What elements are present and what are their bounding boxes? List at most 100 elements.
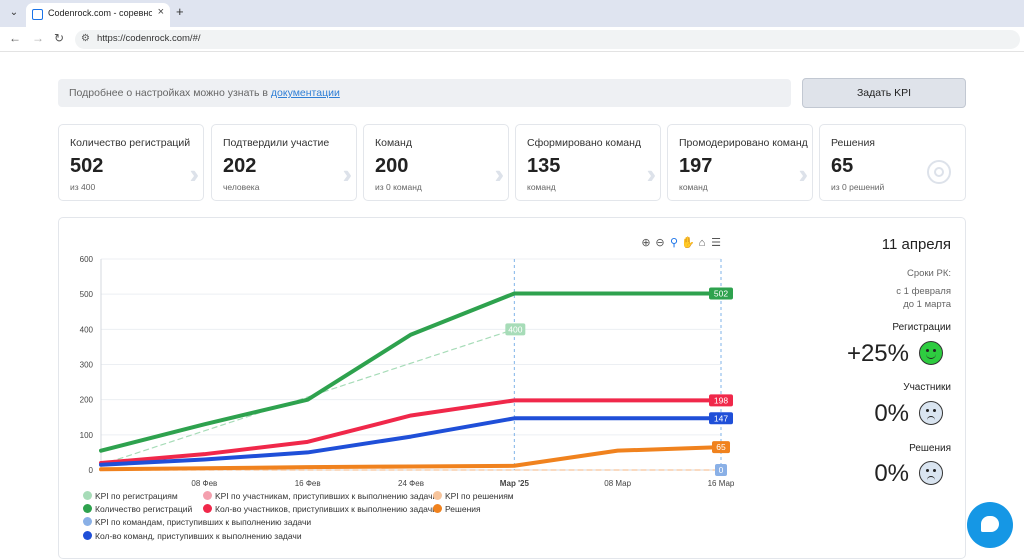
stat-card-teams: Команд 200 из 0 команд ››	[363, 124, 509, 201]
happy-face-icon	[919, 341, 943, 365]
y-tick-label: 600	[80, 255, 94, 264]
legend-item[interactable]: Количество регистраций	[83, 504, 192, 514]
home-icon[interactable]: ⌂	[698, 237, 706, 249]
legend-marker	[83, 517, 92, 526]
stat-card-formed-teams: Сформировано команд 135 команд ››	[515, 124, 661, 201]
legend-label: Количество регистраций	[95, 504, 193, 514]
y-tick-label: 300	[80, 361, 94, 370]
chat-bubble-icon[interactable]	[967, 502, 1013, 548]
card-value: 502	[70, 155, 104, 177]
site-info-icon[interactable]: ⚙	[81, 33, 90, 44]
chart-toolbar: ⊕ ⊖ ⚲ ✋ ⌂ ☰	[639, 236, 723, 249]
kpi-annotation-label: 400	[508, 324, 522, 334]
legend-marker	[433, 504, 442, 513]
docs-link[interactable]: документации	[270, 87, 340, 99]
end-value-label: 147	[714, 413, 728, 423]
menu-icon[interactable]: ☰	[711, 237, 721, 249]
series-line	[100, 328, 515, 466]
chevron-double-right-icon: ››	[646, 159, 659, 189]
reload-icon[interactable]: ↻	[54, 31, 65, 45]
legend-label: KPI по участникам, приступивших к выполн…	[215, 491, 438, 501]
card-title: Промодерировано команд	[679, 137, 808, 149]
card-value: 200	[375, 155, 409, 177]
set-kpi-button[interactable]: Задать KPI	[802, 78, 966, 108]
period-from: с 1 февраля	[896, 286, 951, 297]
neutral-face-icon	[919, 401, 943, 425]
legend-label: Решения	[445, 504, 481, 514]
chevron-double-right-icon: ››	[494, 159, 507, 189]
address-input[interactable]: ⚙ https://codenrock.com/#/	[75, 30, 1020, 49]
end-value-badge	[712, 441, 730, 454]
stat-card-confirmed: Подтвердили участие 202 человека ››	[211, 124, 357, 201]
legend-label: KPI по регистрациям	[95, 491, 178, 501]
y-tick-label: 100	[80, 431, 94, 440]
legend-marker	[83, 504, 92, 513]
x-tick-label: Мар '25	[500, 479, 530, 488]
end-value-label: 198	[714, 395, 728, 405]
favicon-icon	[32, 9, 43, 20]
tab-bar: ⌄ Codenrock.com - соревнован × +	[0, 0, 1024, 27]
card-subtitle: команд	[527, 182, 556, 192]
card-value: 197	[679, 155, 713, 177]
end-value-label: 65	[716, 442, 726, 452]
card-title: Количество регистраций	[70, 137, 191, 149]
legend-item[interactable]: KPI по регистрациям	[83, 491, 178, 501]
target-icon	[927, 160, 951, 184]
legend-marker	[433, 491, 442, 500]
end-value-label: 0	[719, 465, 724, 475]
x-tick-label: 08 Фев	[191, 479, 217, 488]
tab-close-icon[interactable]: ×	[157, 6, 164, 18]
card-value: 65	[831, 155, 854, 177]
legend-item[interactable]: KPI по командам, приступивших к выполнен…	[83, 517, 311, 527]
zoom-in-icon[interactable]: ⊕	[641, 237, 651, 249]
card-title: Подтвердили участие	[223, 137, 330, 149]
forward-icon[interactable]: →	[32, 31, 44, 45]
y-tick-label: 200	[80, 396, 94, 405]
card-subtitle: команд	[679, 182, 708, 192]
url-text: https://codenrock.com/#/	[97, 33, 201, 44]
y-tick-label: 400	[80, 325, 94, 334]
kpi-summary: 11 апреля Сроки РК: с 1 февраля до 1 мар…	[819, 218, 959, 558]
legend-marker	[203, 491, 212, 500]
card-subtitle: человека	[223, 182, 260, 192]
browser-tab[interactable]: Codenrock.com - соревнован ×	[26, 3, 170, 27]
legend-item[interactable]: Кол-во участников, приступивших к выполн…	[203, 504, 437, 514]
series-line	[99, 445, 723, 472]
x-tick-label: 24 Фев	[398, 479, 424, 488]
end-value-badge	[709, 394, 733, 407]
participants-label: Участники	[903, 382, 951, 393]
legend-item[interactable]: KPI по участникам, приступивших к выполн…	[203, 491, 437, 501]
new-tab-button[interactable]: +	[176, 4, 184, 19]
chart-panel: 0 100 200 300 400 500 600 08 Фев 16 Фев 24 Фев Мар…	[58, 217, 966, 559]
stat-card-registrations: Количество регистраций 502 из 400 ››	[58, 124, 204, 201]
zoom-out-icon[interactable]: ⊖	[655, 237, 665, 249]
legend-item[interactable]: Решения	[433, 504, 481, 514]
tab-search-icon[interactable]: ⌄	[9, 7, 19, 18]
legend-label: Кол-во команд, приступивших к выполнению…	[95, 531, 302, 541]
back-icon[interactable]: ←	[9, 31, 21, 45]
period-to: до 1 марта	[903, 299, 951, 310]
legend-label: KPI по решениям	[445, 491, 514, 501]
series-line	[99, 416, 723, 467]
registrations-pct: +25%	[846, 340, 909, 367]
solutions-label: Решения	[909, 443, 951, 454]
neutral-face-icon	[919, 461, 943, 485]
legend-item[interactable]: KPI по решениям	[433, 491, 514, 501]
registrations-label: Регистрации	[892, 322, 951, 333]
end-value-badge	[709, 287, 733, 300]
solutions-pct: 0%	[874, 460, 909, 487]
pan-icon[interactable]: ✋	[681, 237, 695, 249]
series-line	[99, 398, 723, 465]
series-line	[99, 291, 723, 453]
end-value-badge	[709, 412, 733, 425]
card-subtitle: из 0 команд	[375, 182, 422, 192]
legend-marker	[83, 531, 92, 540]
end-value-badge	[715, 464, 727, 476]
card-subtitle: из 0 решений	[831, 182, 885, 192]
zoom-select-icon[interactable]: ⚲	[669, 237, 679, 249]
legend-label: KPI по командам, приступивших к выполнен…	[95, 517, 312, 527]
legend-item[interactable]: Кол-во команд, приступивших к выполнению…	[83, 531, 302, 541]
chevron-double-right-icon: ››	[189, 159, 202, 189]
line-chart: 0 100 200 300 400 500 600 08 Фев 16 Фев 24 Фев Мар…	[80, 255, 735, 488]
address-bar-row: ← → ↻ ⚙ https://codenrock.com/#/	[0, 27, 1024, 52]
